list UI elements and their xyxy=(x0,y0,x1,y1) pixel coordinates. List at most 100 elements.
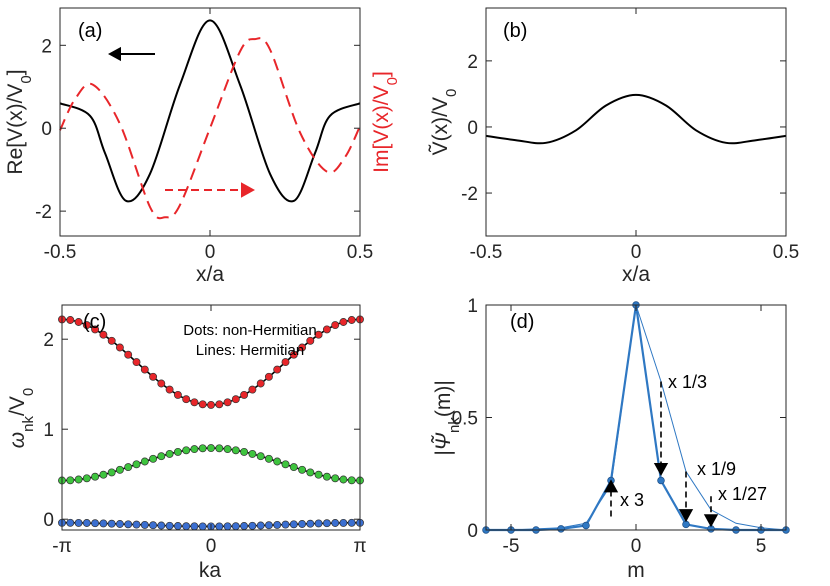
panel-c-dot xyxy=(132,520,141,529)
panel-d-arrow-neg1-head xyxy=(603,479,619,493)
panel-b-ytick-label: 2 xyxy=(467,52,478,73)
panel-c-dot xyxy=(182,446,191,455)
panel-c-dot xyxy=(240,522,249,530)
panel-a-label: (a) xyxy=(78,20,102,42)
panel-c-dot xyxy=(132,358,141,367)
panel-c-dot xyxy=(231,522,240,531)
panel-c-xtick-label: 0 xyxy=(206,536,217,557)
panel-c-dot xyxy=(207,400,215,409)
panel-c-dot xyxy=(99,330,108,339)
panel-c-ytick-label: 0 xyxy=(43,510,54,531)
panel-d-xlabel: m xyxy=(627,559,645,582)
panel-c-dot xyxy=(149,372,158,381)
panel-c-dot xyxy=(264,521,273,530)
panel-a-im-line xyxy=(59,37,361,220)
panel-c-dot xyxy=(322,519,331,528)
panel-c-dot xyxy=(91,325,100,334)
panel-c-dot xyxy=(91,519,100,528)
panel-c-dot xyxy=(240,390,249,399)
panel-b-xtick-label: 0 xyxy=(631,242,642,263)
panel-c-dot xyxy=(140,520,149,529)
panel-a-left-arrow-head xyxy=(108,46,121,62)
panel-c-dot xyxy=(339,318,348,326)
panel-c-dot xyxy=(306,336,315,345)
panel-d-xtick-label: 0 xyxy=(631,536,642,557)
panel-a-right-arrow-head xyxy=(241,182,255,198)
panel-d-xtick-label: -5 xyxy=(503,536,520,557)
panel-c-note-line1: Dots: non-Hermitian xyxy=(183,322,316,339)
panel-c-dot xyxy=(157,452,166,461)
panel-c-dot xyxy=(99,470,108,479)
panel-c-dot xyxy=(165,449,174,458)
panel-a-re-line xyxy=(59,19,361,203)
panel-b-ylabel: Ṽ(x)/V0 xyxy=(428,89,460,156)
panel-c-dot xyxy=(198,400,207,409)
panel-c-dot xyxy=(223,398,232,407)
panel-d-point xyxy=(582,521,590,530)
panel-c-ytick-label: 1 xyxy=(43,420,54,441)
panel-d-ytick-label: 0.5 xyxy=(452,409,478,430)
panel-d-label: (d) xyxy=(510,311,534,333)
panel-a-xtick-label: 0.5 xyxy=(347,242,373,263)
panel-d-ann-three: x 3 xyxy=(620,490,644,510)
panel-b-ytick-label: -2 xyxy=(461,184,478,205)
panel-c-dot xyxy=(281,460,290,469)
panel-c-dot xyxy=(99,519,108,528)
panel-d-ytick-label: 0 xyxy=(467,521,478,542)
panel-c-dot xyxy=(314,470,323,479)
panel-c-dot xyxy=(74,318,83,326)
panel-c-dot xyxy=(215,444,224,453)
panel-c-dot xyxy=(198,522,207,531)
panel-c-dot xyxy=(74,518,83,527)
panel-c-dot xyxy=(91,472,100,481)
panel-c-dot xyxy=(322,472,331,481)
panel-c-dot xyxy=(173,390,182,399)
panel-c-dot xyxy=(322,325,331,334)
panel-c-xtick-label: π xyxy=(353,536,366,557)
panel-c-dot xyxy=(281,520,290,529)
panel-c-dot xyxy=(115,343,124,352)
panel-c-dot xyxy=(115,520,124,528)
panel-c-dot xyxy=(256,379,265,388)
panel-d-xtick-label: 5 xyxy=(756,536,767,557)
panel-c-dot xyxy=(231,395,240,404)
panel-c-dot xyxy=(298,465,307,474)
panel-c-dot xyxy=(157,521,166,530)
panel-c-dot xyxy=(124,350,133,359)
panel-c-xlabel: ka xyxy=(199,559,222,582)
panel-c-dot xyxy=(182,522,191,531)
panel-c-dot xyxy=(273,365,282,374)
panel-a-xtick-label: -0.5 xyxy=(44,242,77,263)
panel-d-ylabel: |Ψ̃nk(m)| xyxy=(431,380,463,456)
panel-d-ann-ninth: x 1/9 xyxy=(697,459,736,479)
panel-c-dot xyxy=(149,521,158,530)
panel-c-dot xyxy=(298,520,307,528)
panel-d-ytick-label: 1 xyxy=(467,296,478,317)
panel-c-dot xyxy=(264,454,273,463)
panel-c-dot xyxy=(240,447,249,456)
panel-c-dot xyxy=(347,476,356,485)
panel-c-dot xyxy=(82,519,91,527)
panel-a-ytick-label: -2 xyxy=(35,202,52,223)
panel-c-dot xyxy=(66,518,75,527)
panel-c-dot xyxy=(223,445,232,454)
panel-c-dot xyxy=(82,321,91,330)
panel-c-dot xyxy=(248,521,257,530)
panel-c-dot xyxy=(157,379,166,388)
panel-c-dot xyxy=(306,519,315,528)
panel-c-dot xyxy=(256,452,265,461)
panel-c-dot xyxy=(273,457,282,466)
panel-c-ytick-label: 2 xyxy=(43,330,54,351)
panel-c-dot xyxy=(264,372,273,381)
panel-d-point xyxy=(657,476,665,485)
panel-c-dot xyxy=(107,519,116,528)
panel-b-xtick-label: 0.5 xyxy=(773,242,799,263)
panel-b-ytick-label: 0 xyxy=(467,118,478,139)
panel-c-dot xyxy=(165,385,174,394)
panel-d-point xyxy=(557,525,565,533)
panel-c-dot xyxy=(231,446,240,455)
panel-a-xlabel: x/a xyxy=(196,263,224,286)
panel-d: x 1/3 x 1/9 x 1/27 x 3 -5 0 5 0 0.5 1 (d) |Ψ̃nk(m)|… xyxy=(431,296,790,582)
panel-a: -0.5 0 0.5 -2 0 2 (a) Re[V(x)/V0] Im[V(x)/V0] x/a xyxy=(4,7,401,286)
panel-c-dot xyxy=(173,522,182,530)
